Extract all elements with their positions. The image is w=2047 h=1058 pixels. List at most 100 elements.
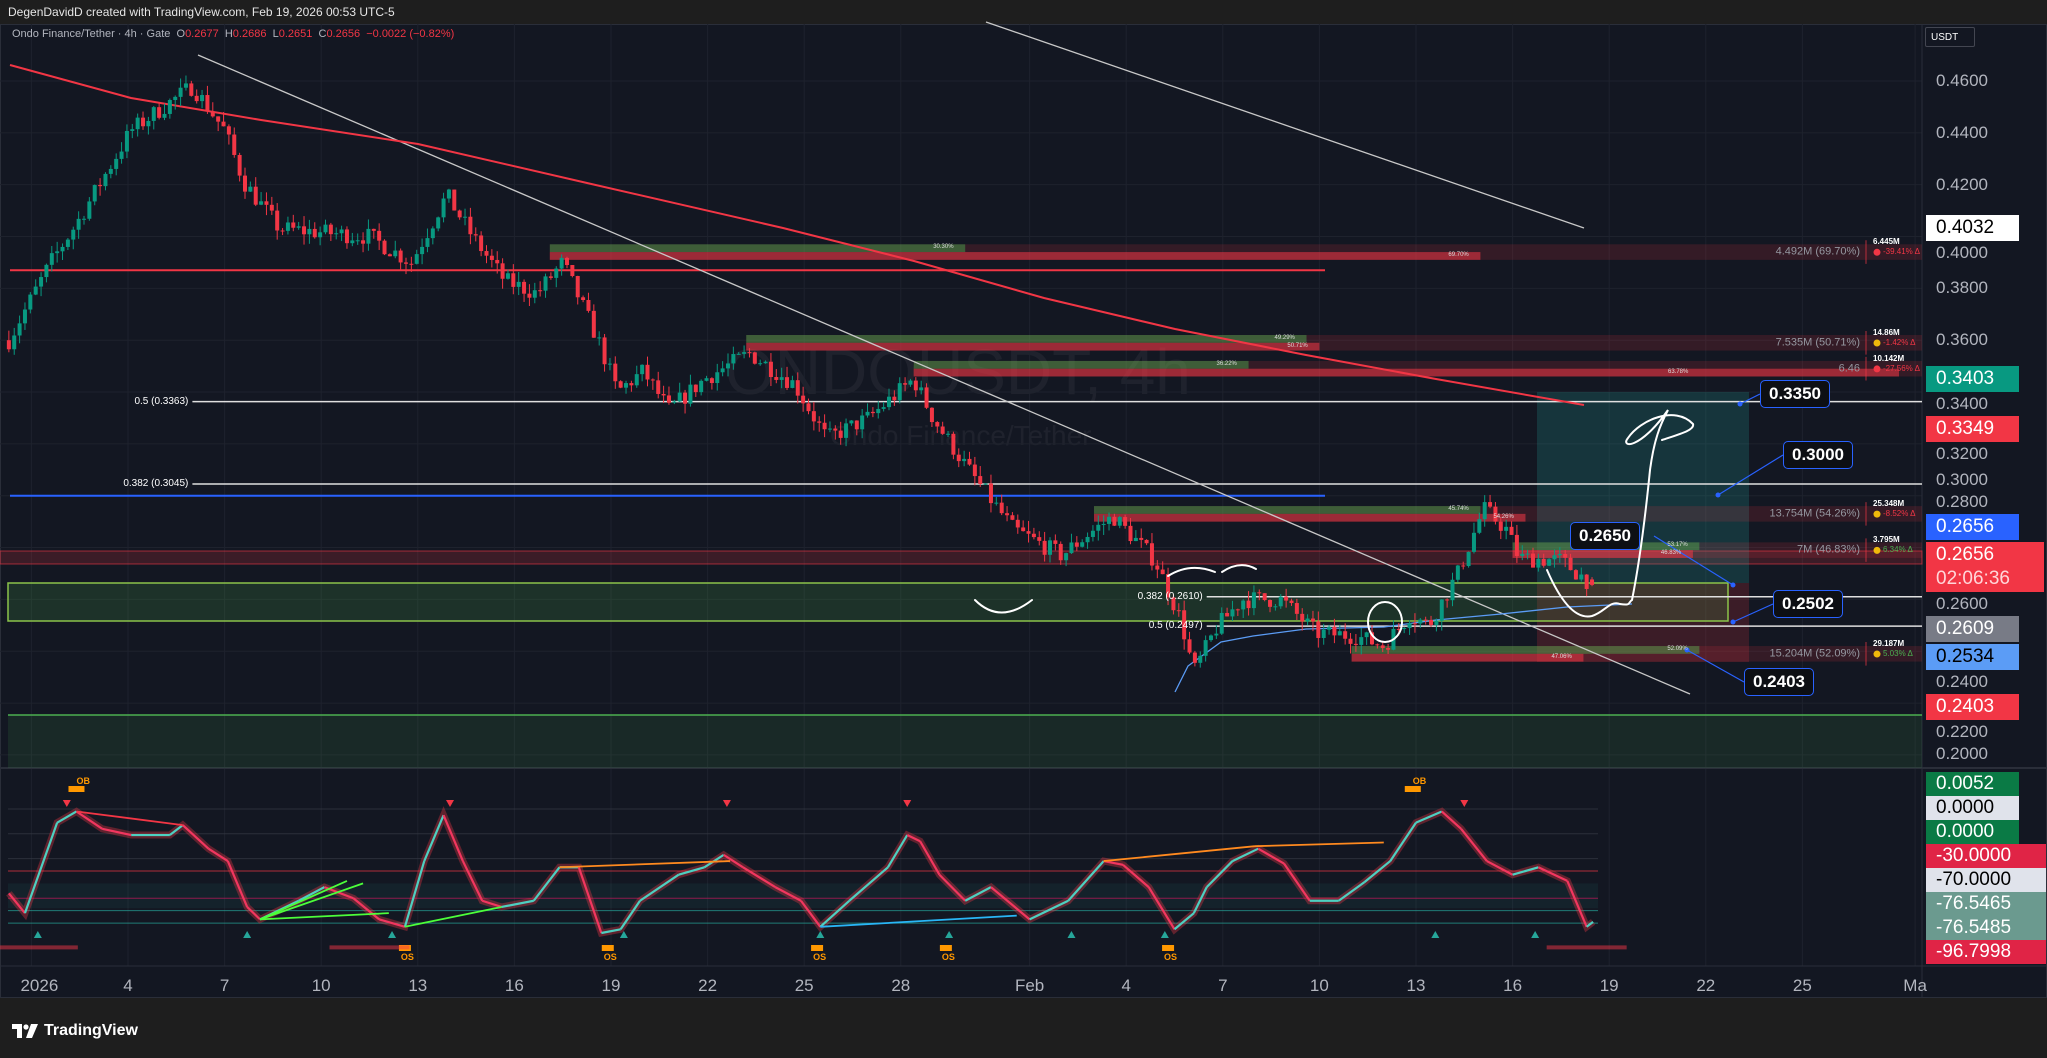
- close-label: C: [318, 28, 327, 40]
- indicator-badge: -76.5465: [1926, 892, 2046, 916]
- order-block-total: 3.795M: [1873, 535, 1900, 545]
- indicator-badge: -96.7998: [1926, 940, 2046, 964]
- overbought-label: OB: [76, 776, 90, 786]
- price-badge: 0.2656: [1926, 514, 2019, 540]
- time-axis-label: 10: [1309, 976, 1329, 995]
- fib-level-label: 0.382 (0.2610): [1137, 590, 1203, 602]
- order-block-delta: -1.42% Δ: [1883, 338, 1916, 348]
- price-axis-label: 0.2400: [1936, 672, 1988, 691]
- order-block-volume: 7.535M (50.71%): [1775, 336, 1860, 349]
- order-block-delta: 6.34% Δ: [1883, 545, 1913, 555]
- price-axis-label: 0.3600: [1936, 330, 1988, 350]
- price-axis-label: 0.3800: [1936, 278, 1988, 298]
- brand-name: TradingView: [44, 1022, 138, 1039]
- last-price-badge: 0.2656 02:06:36: [1926, 542, 2044, 592]
- overbought-label: OB: [1412, 776, 1427, 786]
- branding-bar: TradingView: [0, 1000, 2047, 1058]
- high-label: H: [224, 28, 233, 40]
- order-block-bull-pct: 53.17%: [1667, 542, 1688, 549]
- order-block-bear-pct: 69.70%: [1448, 252, 1469, 259]
- price-axis-label: 0.2000: [1936, 744, 1988, 763]
- oversold-label: OS: [941, 952, 955, 962]
- time-axis-label: 16: [504, 976, 524, 995]
- symbol-name-watermark: Ondo Finance/Tether: [830, 420, 1092, 451]
- last-price-countdown: 02:06:36: [1936, 568, 2010, 589]
- time-axis-label: 4: [123, 976, 133, 995]
- time-axis-label: 7: [219, 976, 230, 995]
- time-axis-label: 16: [1503, 976, 1523, 995]
- currency-selector[interactable]: USDT: [1925, 27, 1975, 47]
- price-axis-label: 0.4000: [1936, 243, 1988, 263]
- order-block-bear-pct: 63.78%: [1668, 368, 1689, 375]
- symbol-watermark: ONDOUSDT, 4h: [725, 336, 1191, 408]
- price-axis-label: 0.3000: [1936, 470, 1988, 489]
- order-block-total: 6.445M: [1873, 237, 1900, 247]
- order-block-volume: 4.492M (69.70%): [1775, 245, 1860, 258]
- price-callout[interactable]: 0.2650: [1570, 522, 1640, 550]
- price-badge: 0.2609: [1926, 616, 2019, 642]
- change-value: −0.0022 (−0.82%): [366, 28, 455, 40]
- order-block-delta: -27.56% Δ: [1883, 363, 1920, 373]
- order-block-bear-pct: 46.83%: [1660, 550, 1682, 557]
- price-axis-label: 0.2800: [1936, 492, 1988, 511]
- order-block-total: 10.142M: [1873, 353, 1905, 363]
- oversold-label: OS: [813, 952, 827, 962]
- price-axis-label: 0.2600: [1936, 594, 1988, 613]
- last-price-value: 0.2656: [1936, 544, 1995, 565]
- order-block-bull-pct: 49.29%: [1274, 335, 1295, 342]
- order-block-bear-pct: 50.71%: [1287, 342, 1308, 349]
- indicator-badge: -70.0000: [1926, 868, 2046, 892]
- symbol-legend[interactable]: Ondo Finance/Tether · 4h · Gate O0.2677 …: [12, 28, 454, 40]
- price-callout[interactable]: 0.3350: [1760, 380, 1830, 408]
- fib-level-label: 0.5 (0.2497): [1148, 620, 1203, 632]
- order-block-bull-pct: 52.09%: [1667, 646, 1688, 653]
- legend-symbol: Ondo Finance/Tether · 4h · Gate: [12, 28, 171, 40]
- indicator-badge: 0.0052: [1926, 772, 2019, 796]
- time-axis-label: 19: [1599, 976, 1619, 995]
- time-axis-label: 7: [1218, 976, 1228, 995]
- credit-text: DegenDavidD created with TradingView.com…: [8, 5, 395, 19]
- oversold-label: OS: [400, 952, 414, 962]
- low-label: L: [272, 28, 279, 40]
- oversold-label: OS: [603, 952, 617, 962]
- indicator-badge: 0.0000: [1926, 820, 2019, 844]
- order-block-total: 25.348M: [1873, 499, 1905, 509]
- open-value: 0.2677: [185, 28, 219, 40]
- credit-bar: DegenDavidD created with TradingView.com…: [0, 0, 2047, 24]
- order-block-delta: -39.41% Δ: [1883, 247, 1920, 257]
- order-block-total: 14.86M: [1873, 328, 1900, 338]
- price-badge: 0.2403: [1926, 694, 2019, 720]
- price-axis-label: 0.4200: [1936, 174, 1988, 194]
- price-axis-label: 0.2200: [1936, 722, 1988, 741]
- time-axis-label: 13: [1406, 976, 1426, 995]
- time-axis-label: 19: [601, 976, 621, 995]
- time-axis-label: 22: [1696, 976, 1716, 995]
- price-badge: 0.2534: [1926, 644, 2019, 670]
- time-axis-label: 25: [1792, 976, 1812, 995]
- close-value: 0.2656: [326, 28, 361, 40]
- time-axis-label: 4: [1121, 976, 1131, 995]
- indicator-badge: 0.0000: [1926, 796, 2019, 820]
- time-axis-label: Feb: [1014, 976, 1045, 995]
- oversold-label: OS: [1164, 952, 1178, 962]
- price-axis-label: 0.4600: [1936, 71, 1988, 90]
- price-axis-label: 0.3200: [1936, 444, 1988, 464]
- tradingview-logo-icon: [12, 1024, 38, 1038]
- price-badge: 0.4032: [1926, 215, 2019, 242]
- high-value: 0.2686: [232, 28, 267, 40]
- order-block-volume: 6.46: [1838, 362, 1860, 375]
- price-callout[interactable]: 0.2502: [1773, 590, 1843, 618]
- order-block-bear-pct: 54.26%: [1493, 513, 1514, 520]
- order-block-delta: 5.03% Δ: [1883, 649, 1913, 659]
- price-callout[interactable]: 0.2403: [1744, 668, 1814, 696]
- price-callout[interactable]: 0.3000: [1783, 441, 1853, 469]
- order-block-delta: -8.52% Δ: [1883, 509, 1916, 519]
- price-axis-label: 0.3400: [1936, 394, 1988, 414]
- order-block-total: 29.187M: [1873, 639, 1905, 649]
- price-axis-label: 0.4400: [1936, 122, 1988, 142]
- time-axis-label: 22: [698, 976, 718, 995]
- time-axis-label: 28: [891, 976, 911, 995]
- open-label: O: [176, 28, 186, 40]
- order-block-bull-pct: 45.74%: [1448, 506, 1469, 513]
- fib-level-label: 0.382 (0.3045): [123, 478, 189, 490]
